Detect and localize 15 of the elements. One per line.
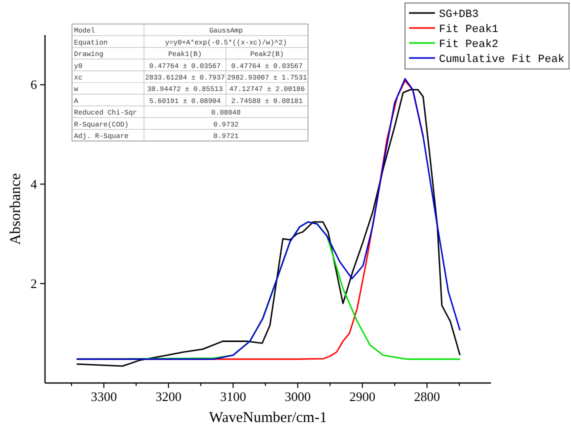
y-tick-label: 4 (30, 176, 38, 192)
x-tick-label: 2800 (414, 389, 440, 404)
x-tick-label: 3000 (284, 389, 311, 404)
y-axis-title: Absorbance (8, 172, 24, 245)
x-axis-title: WaveNumber/cm-1 (209, 410, 327, 426)
x-tick-label: 2900 (349, 389, 376, 404)
x-tick-label: 3200 (155, 389, 182, 404)
x-tick-label: 3300 (90, 389, 117, 404)
legend-label: SG+DB3 (439, 9, 479, 21)
y-tick-label: 2 (30, 276, 37, 292)
legend-label: Fit Peak2 (439, 39, 498, 51)
y-tick-label: 6 (30, 77, 38, 92)
legend-label: Cumulative Fit Peak (439, 54, 565, 66)
legend-label: Fit Peak1 (439, 24, 499, 36)
x-tick-label: 3100 (220, 389, 246, 404)
